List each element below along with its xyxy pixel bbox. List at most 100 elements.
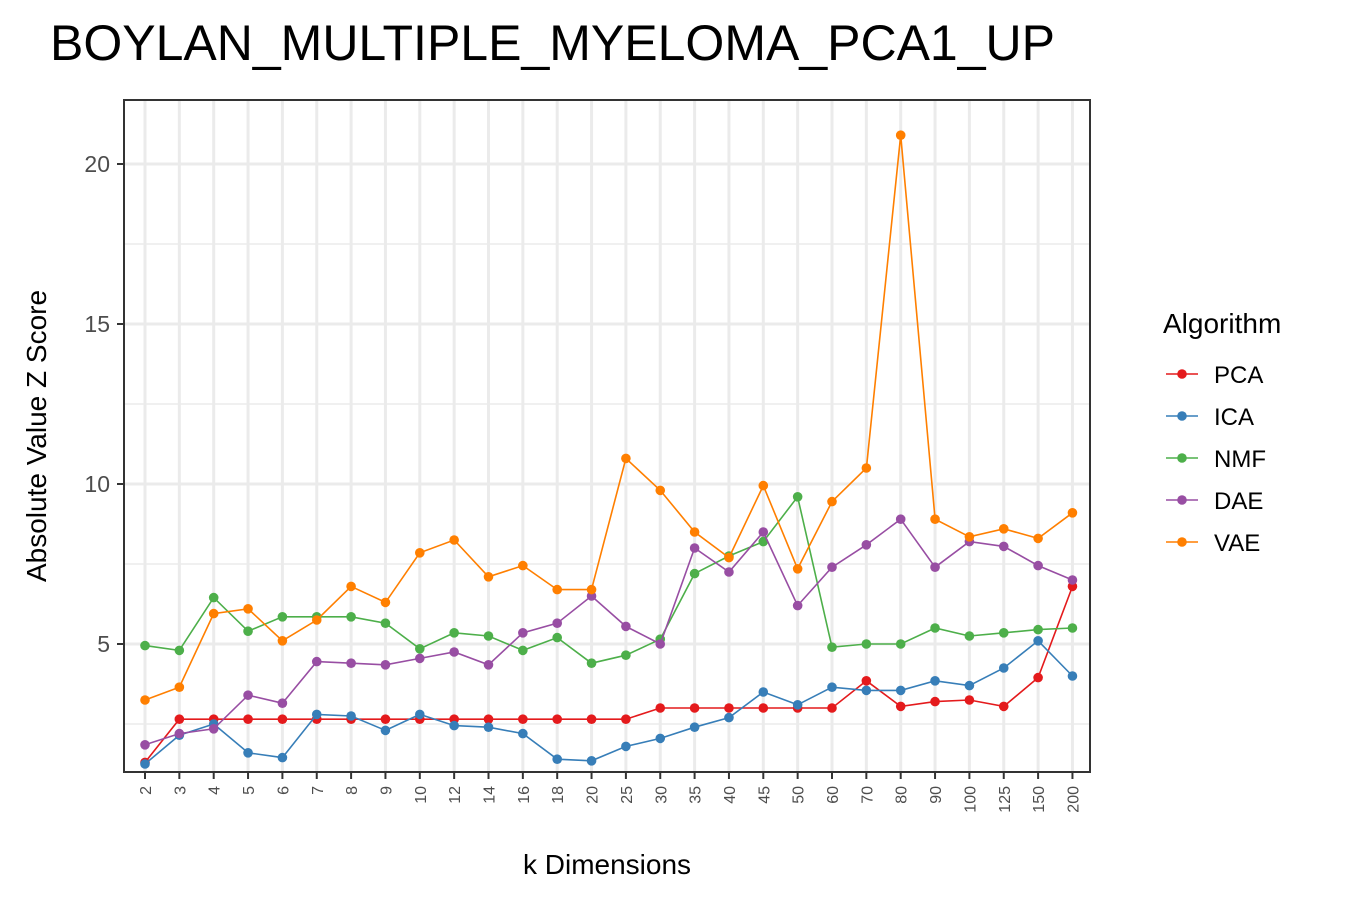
- dae-point: [689, 543, 700, 553]
- pca-point: [586, 714, 597, 724]
- nmf-point: [792, 492, 803, 502]
- x-tick-label: 40: [722, 786, 739, 804]
- vae-point: [930, 514, 940, 524]
- dae-point: [1067, 575, 1078, 585]
- dae-point: [277, 698, 288, 708]
- legend-key-point: [1177, 369, 1187, 379]
- nmf-point: [483, 631, 494, 641]
- x-axis-title: k Dimensions: [523, 849, 691, 880]
- x-tick-label: 150: [1031, 786, 1048, 813]
- x-tick-label: 60: [825, 786, 842, 804]
- vae-point: [415, 548, 425, 558]
- x-tick-label: 30: [653, 786, 670, 804]
- ica-point: [415, 709, 425, 720]
- x-tick-label: 70: [859, 786, 876, 804]
- legend-item-nmf: NMF: [1166, 446, 1266, 473]
- vae-point: [140, 695, 150, 705]
- pca-point: [380, 714, 391, 724]
- pca-point: [174, 714, 185, 724]
- nmf-point: [1067, 623, 1078, 633]
- nmf-point: [346, 612, 356, 622]
- x-tick-label: 35: [688, 786, 705, 804]
- pca-point: [552, 714, 562, 724]
- pca-point: [998, 701, 1009, 712]
- nmf-point: [380, 618, 391, 628]
- vae-point: [174, 682, 185, 692]
- vae-point: [998, 524, 1009, 534]
- nmf-point: [621, 650, 631, 660]
- dae-point: [449, 647, 459, 657]
- nmf-point: [415, 644, 425, 654]
- ica-point: [449, 720, 459, 731]
- x-tick-label: 90: [928, 786, 945, 804]
- vae-point: [895, 130, 906, 140]
- x-tick-label: 50: [791, 786, 808, 804]
- ica-point: [621, 741, 631, 752]
- dae-point: [208, 724, 219, 734]
- vae-point: [689, 527, 700, 537]
- legend-item-pca: PCA: [1166, 362, 1263, 389]
- vae-point: [758, 480, 769, 491]
- nmf-point: [895, 639, 906, 649]
- vae-point: [380, 597, 391, 608]
- vae-point: [586, 584, 597, 595]
- x-tick-label: 12: [447, 786, 464, 804]
- pca-point: [964, 695, 975, 705]
- legend-item-ica: ICA: [1166, 404, 1254, 431]
- x-tick-label: 125: [997, 786, 1014, 813]
- vae-line: [144, 135, 1073, 701]
- dae-point: [243, 690, 253, 700]
- pca-point: [621, 714, 631, 724]
- ica-point: [483, 722, 494, 732]
- ica-point: [277, 752, 288, 763]
- nmf-point: [586, 658, 597, 668]
- vae-point: [311, 615, 322, 625]
- nmf-point: [964, 631, 975, 641]
- x-tick-label: 25: [619, 786, 636, 804]
- dae-point: [174, 728, 185, 739]
- pca-point: [243, 714, 253, 724]
- x-tick-label: 7: [310, 786, 327, 795]
- pca-point: [689, 703, 700, 713]
- dae-point: [758, 527, 769, 537]
- ica-point: [861, 685, 872, 696]
- nmf-point: [1033, 624, 1043, 635]
- x-tick-label: 18: [550, 786, 567, 804]
- vae-point: [552, 584, 562, 595]
- dae-point: [724, 567, 734, 577]
- x-tick-label: 9: [378, 786, 395, 795]
- dae-point: [655, 639, 666, 649]
- pca-point: [758, 703, 769, 713]
- nmf-point: [930, 623, 940, 633]
- ica-point: [346, 711, 356, 721]
- dae-point: [621, 621, 631, 632]
- legend-key-point: [1177, 495, 1187, 505]
- ica-point: [655, 733, 666, 744]
- nmf-line: [144, 494, 1073, 665]
- legend-label: VAE: [1214, 530, 1260, 557]
- nmf-point: [518, 645, 528, 656]
- nmf-point: [861, 639, 872, 649]
- vae-point: [518, 560, 528, 571]
- legend-item-vae: VAE: [1166, 530, 1260, 557]
- pca-point: [724, 703, 734, 713]
- ica-point: [140, 759, 150, 769]
- pca-point: [483, 714, 494, 724]
- x-tick-label: 8: [344, 786, 361, 795]
- legend-item-dae: DAE: [1166, 488, 1263, 515]
- vae-point: [1033, 533, 1043, 544]
- pca-line: [144, 586, 1074, 763]
- vae-point: [792, 564, 803, 574]
- x-tick-label: 4: [207, 786, 224, 795]
- ica-point: [998, 663, 1009, 673]
- y-tick-label: 10: [84, 471, 110, 497]
- x-tick-label: 6: [275, 786, 292, 795]
- dae-point: [311, 656, 322, 667]
- dae-point: [552, 618, 562, 628]
- nmf-point: [140, 640, 150, 651]
- dae-point: [861, 540, 872, 550]
- legend-key-point: [1177, 411, 1187, 421]
- legend-key-point: [1177, 537, 1187, 547]
- legend-label: NMF: [1214, 446, 1266, 473]
